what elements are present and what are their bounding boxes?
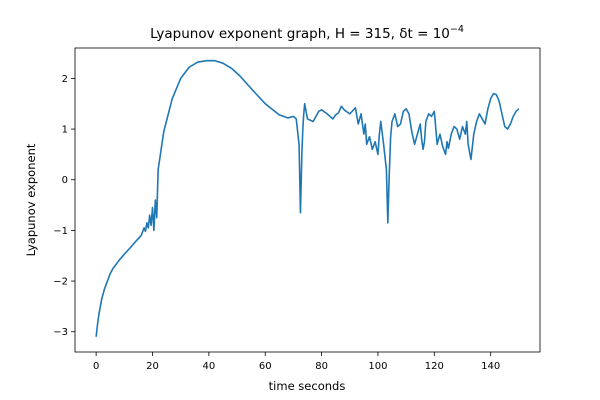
y-tick-label: −3 — [53, 327, 68, 338]
x-axis-label: time seconds — [269, 379, 346, 393]
y-axis-label: Lyapunov exponent — [24, 143, 38, 256]
chart-title-exponent: −4 — [450, 24, 464, 35]
x-tick-label: 20 — [146, 361, 159, 372]
y-tick-label: 1 — [62, 125, 68, 136]
y-tick-label: −2 — [53, 277, 68, 288]
x-tick-label: 60 — [259, 361, 272, 372]
x-tick-label: 120 — [425, 361, 444, 372]
y-axis: −3 −2 −1 0 1 2 — [53, 74, 75, 338]
y-tick-label: 2 — [62, 74, 68, 85]
plot-frame — [74, 47, 541, 353]
x-tick-label: 100 — [368, 361, 387, 372]
x-tick-label: 40 — [202, 361, 215, 372]
series-line-0 — [95, 59, 520, 337]
y-tick-label: −1 — [53, 226, 68, 237]
x-axis: 0 20 40 60 80 100 120 140 — [93, 352, 500, 372]
y-tick-label: 0 — [62, 175, 68, 186]
x-tick-label: 0 — [93, 361, 99, 372]
chart-title: Lyapunov exponent graph, H = 315, δt = 1… — [150, 24, 464, 42]
x-tick-label: 80 — [315, 361, 328, 372]
x-tick-label: 140 — [481, 361, 500, 372]
plot-area — [95, 59, 520, 337]
